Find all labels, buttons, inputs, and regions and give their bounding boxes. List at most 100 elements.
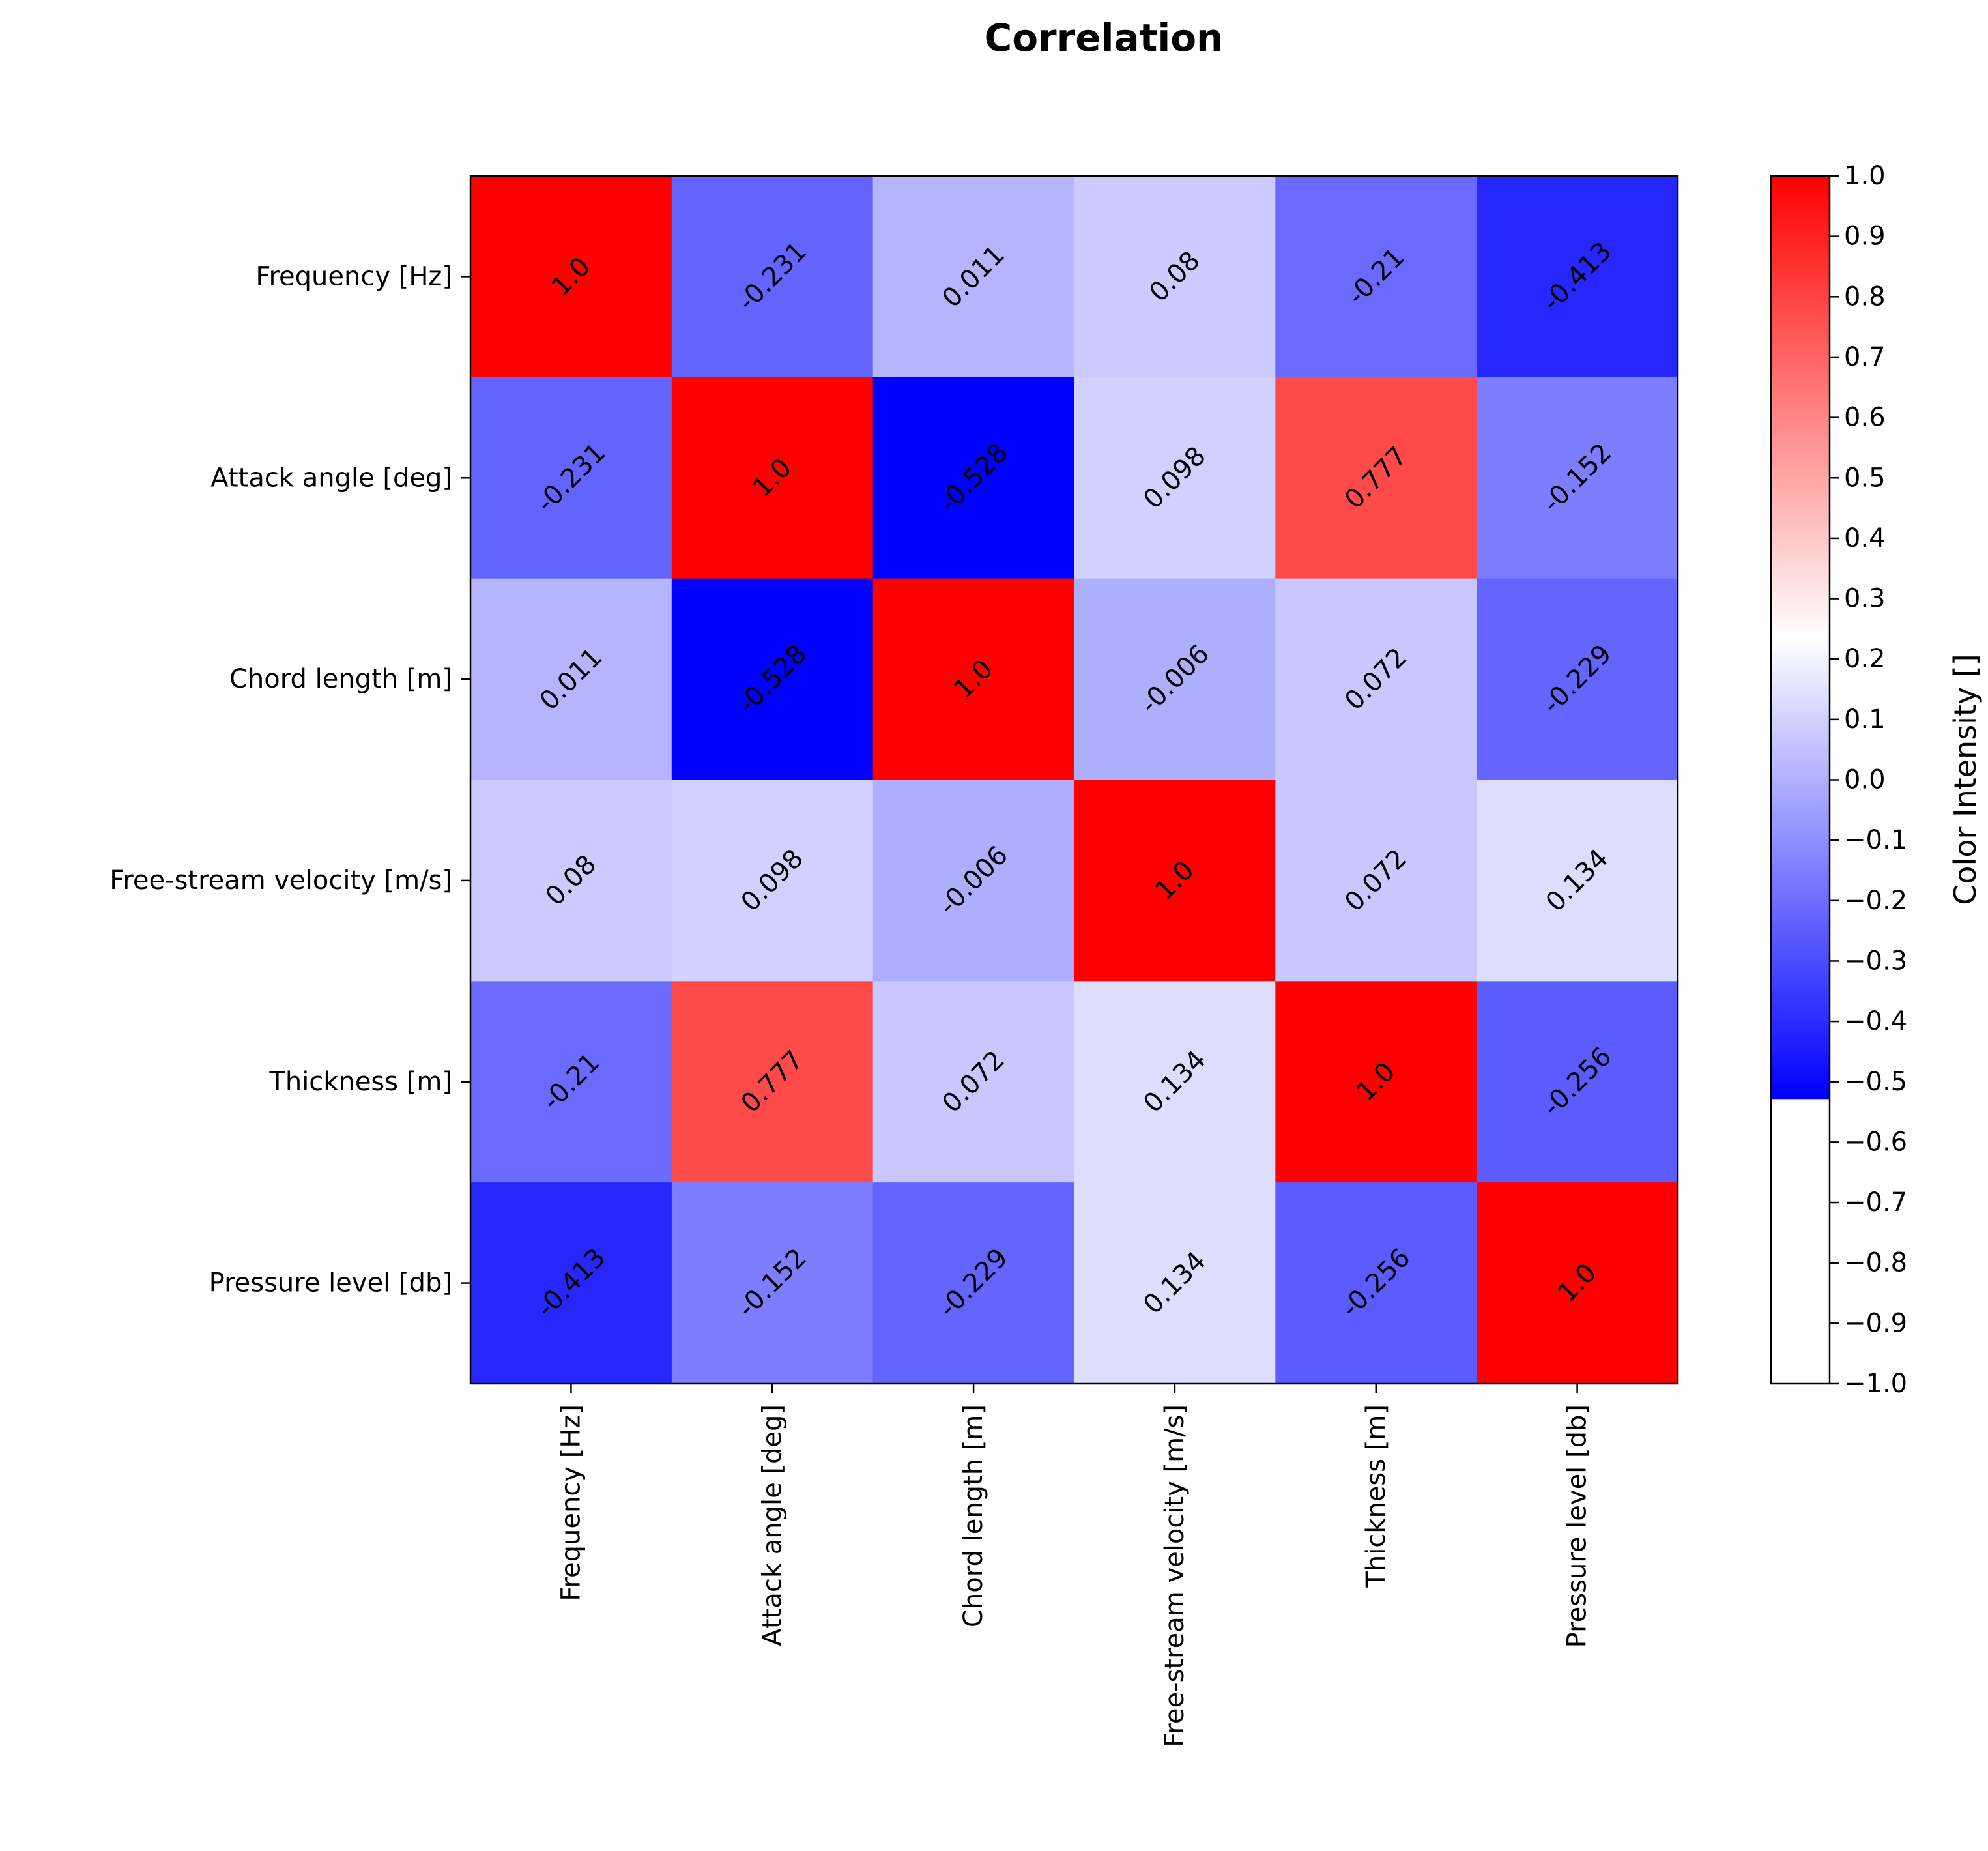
colorbar-segment (1771, 756, 1830, 761)
heatmap-cell (872, 1182, 1074, 1384)
colorbar-segment (1771, 364, 1830, 369)
colorbar-segment (1771, 260, 1830, 265)
column-tick-label: Chord length [m] (958, 1405, 988, 1627)
colorbar-segment (1771, 395, 1830, 400)
colorbar-segment (1771, 529, 1830, 534)
colorbar-segment (1771, 741, 1830, 746)
colorbar-segment (1771, 456, 1830, 461)
colorbar-segment (1771, 383, 1830, 388)
colorbar-segment (1771, 602, 1830, 607)
colorbar-segment (1771, 748, 1830, 753)
colorbar-segment (1771, 503, 1830, 507)
colorbar-segment (1771, 375, 1830, 381)
colorbar-segment (1771, 249, 1830, 254)
colorbar-segment (1771, 856, 1830, 861)
colorbar-segment (1771, 187, 1830, 192)
colorbar-segment (1771, 310, 1830, 315)
colorbar-segment (1771, 252, 1830, 257)
colorbar-segment (1771, 910, 1830, 915)
colorbar-tick-label: −0.6 (1844, 1127, 1907, 1157)
colorbar-segment (1771, 176, 1830, 181)
colorbar-segment (1771, 794, 1830, 800)
colorbar-segment (1771, 902, 1830, 907)
colorbar-segment (1771, 1060, 1830, 1065)
colorbar-segment (1771, 964, 1830, 969)
heatmap-cell (1275, 981, 1477, 1183)
colorbar-segment (1771, 810, 1830, 815)
colorbar-segment (1771, 556, 1830, 561)
colorbar-segment (1771, 491, 1830, 496)
colorbar-tick-label: −0.8 (1844, 1248, 1907, 1278)
heatmap-cell (872, 780, 1074, 982)
colorbar-segment (1771, 553, 1830, 557)
colorbar-segment (1771, 452, 1830, 458)
colorbar-segment (1771, 326, 1830, 330)
colorbar-segment (1771, 191, 1830, 196)
colorbar-segment (1771, 975, 1830, 980)
colorbar-segment (1771, 572, 1830, 577)
heatmap-cell (470, 578, 672, 780)
colorbar-segment (1771, 314, 1830, 319)
heatmap-cell (671, 1182, 874, 1384)
colorbar-segment (1771, 721, 1830, 727)
colorbar-segment (1771, 218, 1830, 223)
colorbar-segment (1771, 622, 1830, 626)
colorbar-segment (1771, 276, 1830, 280)
colorbar-segment (1771, 879, 1830, 884)
colorbar-segment (1771, 1041, 1830, 1045)
colorbar-tick-label: −0.5 (1844, 1067, 1907, 1097)
colorbar-segment (1771, 614, 1830, 619)
colorbar-segment (1771, 791, 1830, 796)
colorbar-tick-label: 0.6 (1844, 403, 1886, 433)
colorbar-segment (1771, 280, 1830, 284)
colorbar-segment (1771, 514, 1830, 519)
colorbar-segment (1771, 406, 1830, 411)
colorbar-segment (1771, 960, 1830, 965)
colorbar-segment (1771, 914, 1830, 919)
colorbar-segment (1771, 391, 1830, 396)
colorbar-tick-label: 0.5 (1844, 463, 1886, 493)
colorbar-segment (1771, 183, 1830, 188)
colorbar-segment (1771, 341, 1830, 346)
colorbar-segment (1771, 1075, 1830, 1080)
colorbar-segment (1771, 671, 1830, 677)
colorbar-segment (1771, 426, 1830, 430)
colorbar-segment (1771, 1021, 1830, 1027)
heatmap-cell (1074, 981, 1276, 1183)
colorbar-segment (1771, 506, 1830, 511)
colorbar-segment (1771, 203, 1830, 207)
colorbar-segment (1771, 353, 1830, 357)
colorbar-segment (1771, 591, 1830, 596)
heatmap-cells (470, 176, 1678, 1384)
colorbar-segment (1771, 345, 1830, 350)
heatmap-cell (1074, 1182, 1276, 1384)
heatmap-cell (1074, 578, 1276, 780)
colorbar-segment (1771, 871, 1830, 877)
colorbar-segment (1771, 837, 1830, 842)
colorbar-segment (1771, 333, 1830, 338)
colorbar-segment (1771, 379, 1830, 385)
colorbar-segment (1771, 918, 1830, 922)
colorbar-segment (1771, 1013, 1830, 1019)
colorbar-segment (1771, 521, 1830, 527)
colorbar-segment (1771, 433, 1830, 438)
colorbar-segment (1771, 387, 1830, 392)
colorbar-segment (1771, 576, 1830, 580)
colorbar-segment (1771, 1002, 1830, 1007)
colorbar-segment (1771, 302, 1830, 308)
colorbar-segment (1771, 256, 1830, 261)
colorbar-segment (1771, 583, 1830, 588)
colorbar-segment (1771, 360, 1830, 365)
colorbar-segment (1771, 683, 1830, 688)
colorbar-segment (1771, 845, 1830, 849)
colorbar-segment (1771, 783, 1830, 788)
colorbar-segment (1771, 445, 1830, 450)
colorbar-segment (1771, 1083, 1830, 1088)
colorbar-segment (1771, 714, 1830, 719)
colorbar-segment (1771, 675, 1830, 680)
colorbar-segment (1771, 679, 1830, 684)
row-tick-label: Chord length [m] (229, 664, 452, 694)
colorbar-segment (1771, 568, 1830, 573)
colorbar-segment (1771, 710, 1830, 715)
